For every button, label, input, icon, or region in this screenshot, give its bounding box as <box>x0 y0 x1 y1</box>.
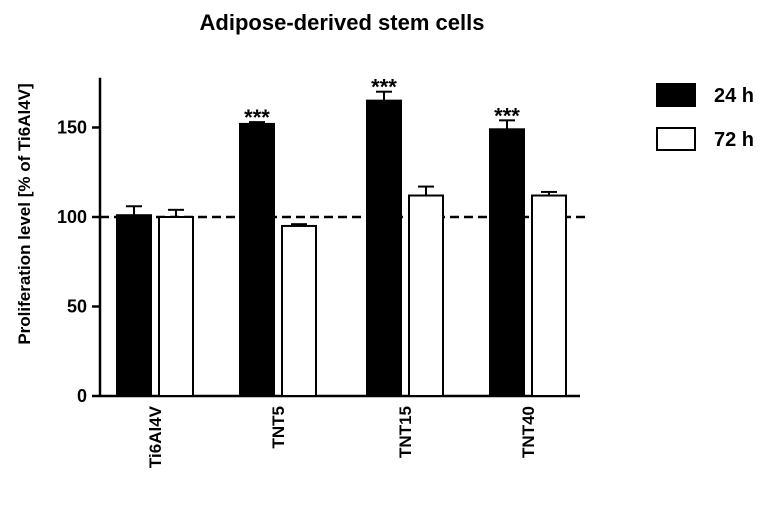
plot-area: 0 50 100 150 Ti6Al4V TNT5 TNT15 TNT40 *** *** *** <box>57 75 586 468</box>
significance-marker: *** <box>244 105 270 130</box>
y-tick-label: 100 <box>57 207 87 227</box>
legend-label: 72 h <box>714 129 754 151</box>
legend-label: 24 h <box>714 85 754 107</box>
bar <box>531 194 567 397</box>
bar <box>116 214 152 397</box>
y-axis-label: Proliferation level [% of Ti6Al4V] <box>15 83 34 344</box>
x-tick-label: Ti6Al4V <box>146 405 165 468</box>
bar <box>489 128 525 397</box>
x-tick-label: TNT40 <box>519 406 538 458</box>
y-tick-label: 50 <box>67 297 87 317</box>
bar <box>239 122 275 397</box>
legend: 24 h 72 h <box>656 83 754 151</box>
bar <box>408 194 444 397</box>
legend-swatch <box>656 127 696 151</box>
chart-title: Adipose-derived stem cells <box>200 10 485 35</box>
bar <box>158 216 194 397</box>
bar <box>366 99 402 398</box>
legend-swatch <box>656 83 696 107</box>
y-tick-label: 0 <box>77 386 87 406</box>
bar <box>281 224 317 397</box>
x-tick-label: TNT15 <box>396 406 415 458</box>
significance-marker: *** <box>494 103 520 128</box>
y-tick-label: 150 <box>57 118 87 138</box>
significance-marker: *** <box>371 75 397 100</box>
x-tick-label: TNT5 <box>269 406 288 449</box>
